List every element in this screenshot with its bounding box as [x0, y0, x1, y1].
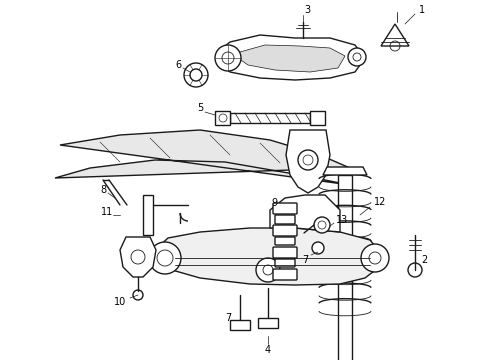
Polygon shape [286, 130, 330, 193]
Text: 13: 13 [336, 215, 348, 225]
Polygon shape [55, 130, 350, 185]
Text: 2: 2 [421, 255, 427, 265]
Polygon shape [230, 113, 310, 123]
Circle shape [314, 217, 330, 233]
Circle shape [133, 290, 143, 300]
Text: 1: 1 [419, 5, 425, 15]
Text: 12: 12 [374, 197, 386, 207]
Polygon shape [230, 320, 250, 330]
Circle shape [312, 242, 324, 254]
Text: 11: 11 [101, 207, 113, 217]
Text: 8: 8 [100, 185, 106, 195]
Text: 9: 9 [271, 198, 277, 208]
Polygon shape [215, 111, 230, 125]
Circle shape [149, 242, 181, 274]
Text: 10: 10 [114, 297, 126, 307]
Text: 3: 3 [304, 5, 310, 15]
FancyBboxPatch shape [275, 259, 295, 267]
Polygon shape [310, 111, 325, 125]
Polygon shape [143, 195, 153, 235]
FancyBboxPatch shape [273, 203, 297, 214]
Polygon shape [238, 45, 345, 72]
Circle shape [408, 263, 422, 277]
Text: 4: 4 [265, 345, 271, 355]
Text: 6: 6 [175, 60, 181, 70]
Text: 7: 7 [302, 255, 308, 265]
FancyBboxPatch shape [275, 237, 295, 245]
FancyBboxPatch shape [273, 269, 297, 280]
Text: 7: 7 [225, 313, 231, 323]
Circle shape [361, 244, 389, 272]
Polygon shape [155, 228, 380, 285]
Polygon shape [218, 35, 365, 80]
Circle shape [298, 150, 318, 170]
FancyBboxPatch shape [273, 225, 297, 236]
Polygon shape [338, 175, 352, 360]
FancyBboxPatch shape [273, 247, 297, 258]
Circle shape [184, 63, 208, 87]
Polygon shape [258, 318, 278, 328]
Polygon shape [120, 237, 156, 277]
Polygon shape [270, 195, 340, 232]
Text: 5: 5 [197, 103, 203, 113]
FancyBboxPatch shape [275, 215, 295, 224]
Polygon shape [323, 167, 367, 175]
Circle shape [215, 45, 241, 71]
Circle shape [256, 258, 280, 282]
Circle shape [348, 48, 366, 66]
Polygon shape [381, 24, 409, 46]
